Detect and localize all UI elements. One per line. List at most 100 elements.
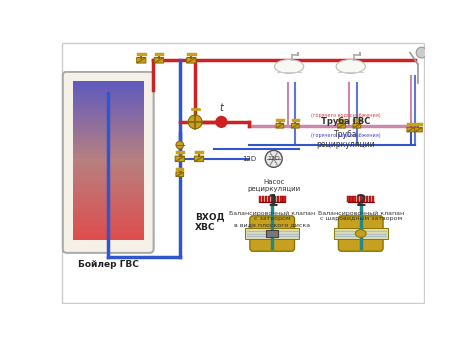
Bar <box>73 188 144 190</box>
Bar <box>73 163 144 165</box>
Bar <box>73 207 144 208</box>
Bar <box>283 196 286 202</box>
Text: 12D: 12D <box>267 156 280 161</box>
Bar <box>73 122 144 124</box>
Bar <box>73 128 144 129</box>
Text: Балансировочный клапан
с затвором
в виде плоского диска: Балансировочный клапан с затвором в виде… <box>229 210 315 227</box>
Bar <box>259 196 261 202</box>
Bar <box>73 185 144 187</box>
Bar <box>73 201 144 203</box>
Bar <box>73 110 144 112</box>
Bar <box>73 230 144 232</box>
Bar <box>73 92 144 94</box>
Polygon shape <box>194 156 204 162</box>
Bar <box>347 196 349 202</box>
Bar <box>73 218 144 220</box>
Bar <box>73 213 144 215</box>
Bar <box>73 96 144 97</box>
Ellipse shape <box>336 60 365 74</box>
Bar <box>73 113 144 115</box>
Polygon shape <box>137 57 146 63</box>
Bar <box>369 196 371 202</box>
Bar <box>73 106 144 108</box>
Polygon shape <box>276 123 284 128</box>
Bar <box>73 81 144 83</box>
Bar <box>73 204 144 206</box>
Polygon shape <box>353 123 361 128</box>
Bar <box>73 224 144 225</box>
Polygon shape <box>155 57 164 63</box>
Bar <box>73 159 144 161</box>
Bar <box>73 220 144 221</box>
Bar <box>73 237 144 238</box>
Bar <box>73 138 144 140</box>
Bar <box>73 160 144 162</box>
Circle shape <box>176 141 183 149</box>
Bar <box>73 97 144 99</box>
Bar <box>274 196 276 202</box>
Bar <box>73 84 144 86</box>
Text: Балансировочный клапан
с шаровидным затвором: Балансировочный клапан с шаровидным затв… <box>318 210 404 221</box>
Bar <box>73 101 144 103</box>
Bar <box>245 228 299 239</box>
Bar <box>73 154 144 156</box>
Ellipse shape <box>356 230 366 237</box>
Bar <box>73 235 144 237</box>
Text: 1: 1 <box>267 194 277 209</box>
Bar <box>268 196 270 202</box>
Bar <box>73 187 144 188</box>
Text: t: t <box>219 103 223 113</box>
Text: ВХОД
ХВС: ВХОД ХВС <box>195 212 225 232</box>
Bar <box>271 196 273 202</box>
Bar <box>73 166 144 167</box>
Polygon shape <box>292 123 299 128</box>
Text: 12D: 12D <box>243 156 257 162</box>
Bar <box>265 196 267 202</box>
Bar <box>266 230 278 237</box>
Bar <box>73 150 144 152</box>
Bar <box>73 180 144 182</box>
Bar <box>73 126 144 128</box>
Bar <box>73 214 144 216</box>
Bar <box>73 226 144 228</box>
Polygon shape <box>415 127 422 132</box>
Bar <box>73 238 144 240</box>
Bar <box>73 217 144 219</box>
Circle shape <box>416 47 427 58</box>
Polygon shape <box>155 57 164 63</box>
Bar <box>366 196 368 202</box>
Bar <box>73 183 144 184</box>
Text: Насос
рециркуляции: Насос рециркуляции <box>247 179 301 192</box>
Bar <box>73 155 144 157</box>
Bar <box>73 95 144 96</box>
Text: (горячего водоснабжения): (горячего водоснабжения) <box>310 114 380 118</box>
Bar <box>73 88 144 90</box>
Bar <box>350 196 353 202</box>
Bar <box>73 170 144 171</box>
Bar <box>73 141 144 142</box>
Bar <box>73 87 144 89</box>
Polygon shape <box>175 156 184 162</box>
Polygon shape <box>337 123 346 128</box>
Bar <box>73 190 144 192</box>
Bar <box>73 233 144 234</box>
Bar <box>73 227 144 229</box>
FancyBboxPatch shape <box>63 72 154 253</box>
Bar <box>73 176 144 178</box>
Polygon shape <box>353 123 361 128</box>
Bar <box>73 134 144 136</box>
Bar <box>363 196 365 202</box>
Bar <box>73 156 144 158</box>
Bar <box>73 112 144 114</box>
Bar <box>73 109 144 111</box>
Circle shape <box>265 150 282 167</box>
Bar <box>73 205 144 207</box>
Bar <box>73 162 144 163</box>
Bar <box>73 148 144 150</box>
Bar <box>73 137 144 139</box>
Bar <box>73 209 144 211</box>
Bar <box>73 121 144 123</box>
Circle shape <box>188 115 202 129</box>
Bar <box>73 216 144 217</box>
Text: Труба ГВС: Труба ГВС <box>320 117 370 126</box>
